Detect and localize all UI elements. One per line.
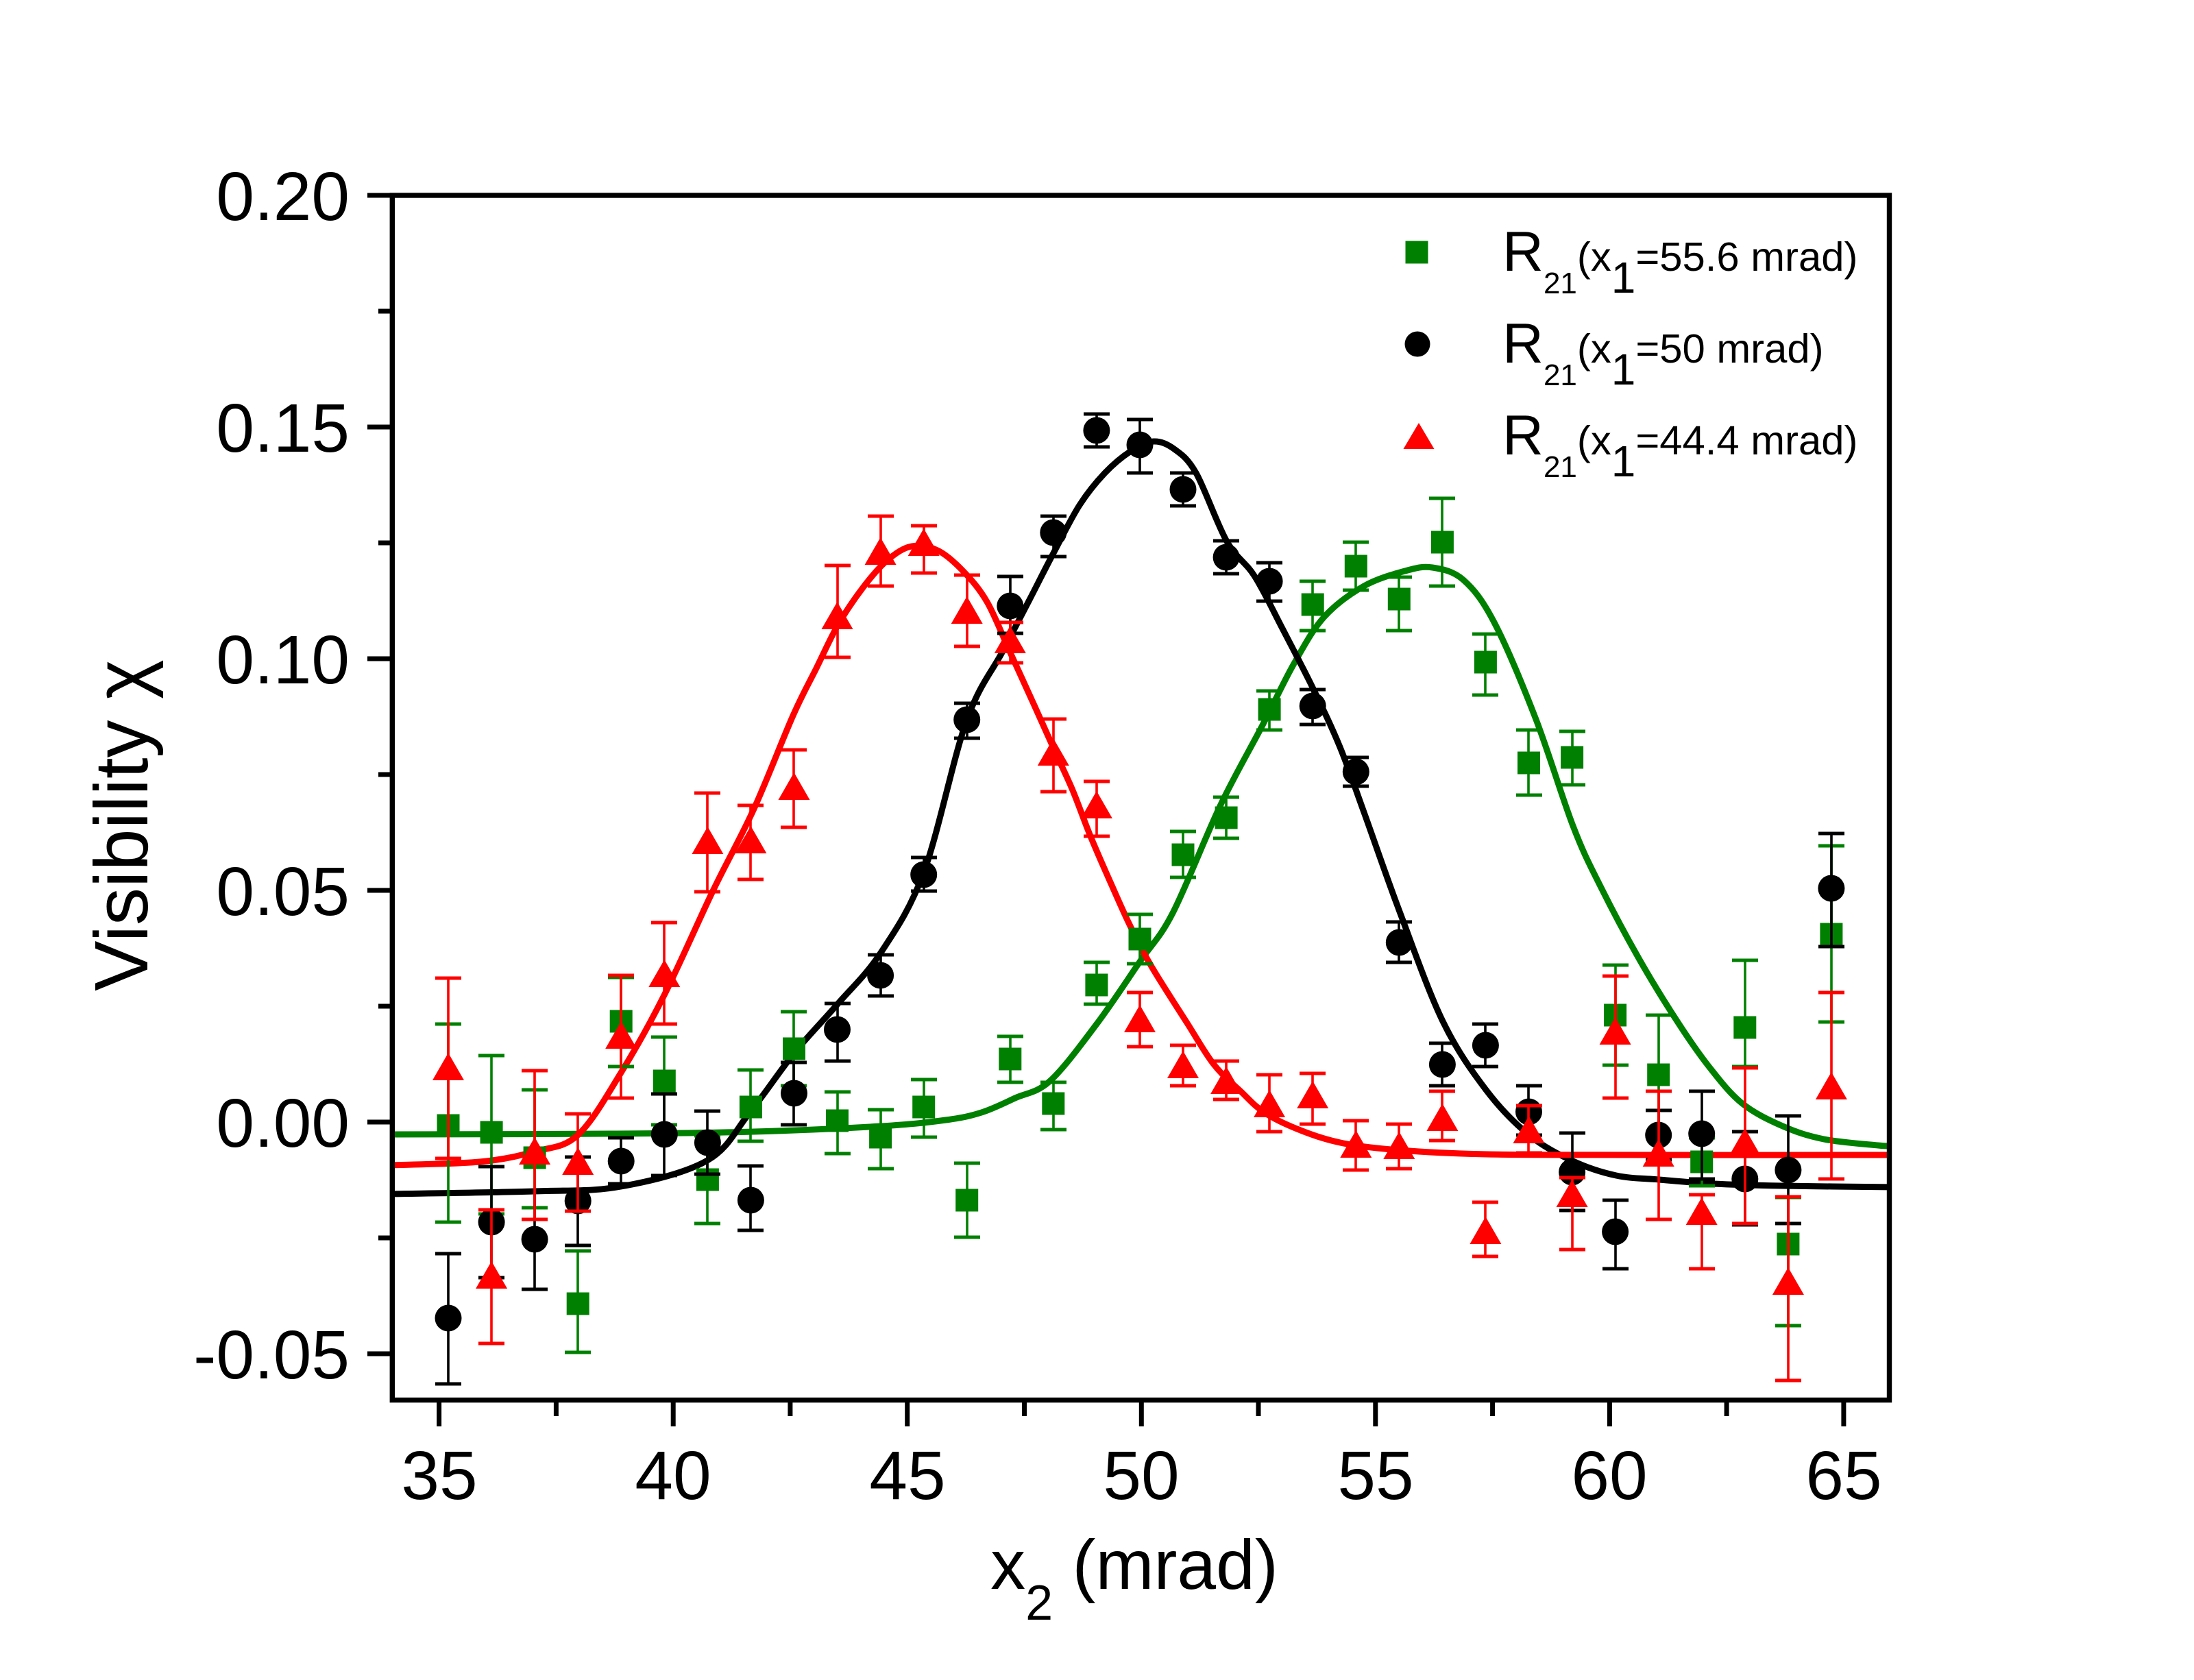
svg-text:0.05: 0.05: [216, 853, 350, 930]
svg-text:45: 45: [869, 1437, 945, 1514]
svg-text:65: 65: [1805, 1437, 1881, 1514]
svg-text:60: 60: [1571, 1437, 1647, 1514]
svg-text:0.10: 0.10: [216, 622, 350, 698]
svg-text:0.00: 0.00: [216, 1085, 350, 1162]
svg-text:50: 50: [1103, 1437, 1179, 1514]
svg-text:-0.05: -0.05: [193, 1317, 350, 1393]
svg-text:35: 35: [401, 1437, 477, 1514]
svg-text:55: 55: [1337, 1437, 1413, 1514]
svg-text:Visibility χ: Visibility χ: [80, 659, 164, 991]
svg-text:0.20: 0.20: [216, 158, 350, 235]
svg-text:0.15: 0.15: [216, 390, 350, 467]
svg-text:40: 40: [635, 1437, 711, 1514]
